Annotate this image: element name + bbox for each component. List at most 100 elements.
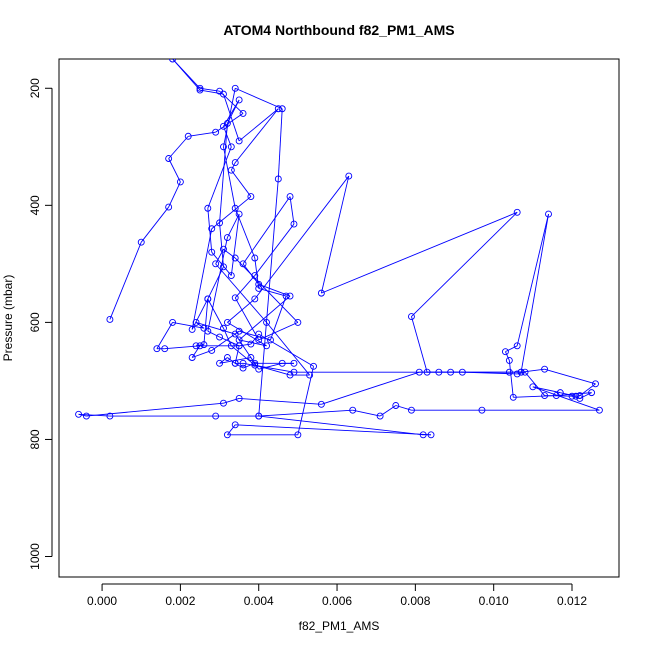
data-point <box>223 354 231 361</box>
data-point <box>227 272 235 280</box>
series-segment <box>234 297 260 341</box>
y-axis-label: Pressure (mbar) <box>1 275 15 362</box>
data-point <box>169 59 177 63</box>
series-segment <box>223 248 236 259</box>
series-segment <box>207 146 232 209</box>
data-point <box>212 412 220 420</box>
data-point <box>274 175 282 183</box>
series-segment <box>320 175 350 294</box>
series-segment <box>238 108 279 142</box>
data-point <box>595 406 603 414</box>
series-segment <box>191 350 212 358</box>
data-point <box>231 254 239 262</box>
data-point <box>188 325 196 333</box>
data-point <box>376 412 384 420</box>
series-segment <box>172 59 201 91</box>
data-point <box>521 368 529 376</box>
series-segment <box>266 322 310 376</box>
data-point <box>255 365 263 373</box>
data-point <box>415 368 423 376</box>
data-point <box>572 392 580 400</box>
series-segment <box>219 123 228 223</box>
data-point <box>235 96 243 104</box>
data-point <box>196 84 204 92</box>
data-point <box>251 359 259 367</box>
data-point <box>239 109 247 117</box>
data-point <box>188 354 196 361</box>
data-point <box>137 238 145 246</box>
data-point <box>153 345 161 353</box>
data-point <box>286 371 294 379</box>
data-point <box>220 90 227 98</box>
series-segment <box>411 212 518 317</box>
data-point <box>294 318 302 326</box>
series-segment <box>219 336 240 347</box>
data-point <box>576 395 584 402</box>
series-segment <box>242 362 255 369</box>
series-segment <box>532 386 600 411</box>
x-tick-label: 0.000 <box>87 594 117 608</box>
series-segment <box>172 321 204 329</box>
plot-area <box>75 59 603 439</box>
series-segment <box>254 223 295 276</box>
data-point <box>545 210 552 218</box>
data-point <box>208 347 216 354</box>
data-point <box>263 318 271 326</box>
series-segment <box>156 322 173 349</box>
data-point <box>274 105 282 113</box>
data-point <box>392 402 400 409</box>
series-segment <box>215 113 244 133</box>
data-point <box>568 392 576 400</box>
data-point <box>290 359 298 367</box>
series-segment <box>258 178 279 417</box>
data-point <box>251 295 259 303</box>
series-segment <box>258 288 287 297</box>
series-segment <box>207 237 228 332</box>
series-segment <box>227 424 236 436</box>
series-segment <box>230 169 252 197</box>
data-point <box>251 254 259 262</box>
data-point <box>286 193 294 200</box>
series-segment <box>505 345 518 353</box>
data-point <box>427 431 435 439</box>
data-point <box>267 336 274 344</box>
data-point <box>435 368 443 376</box>
series-segment <box>211 196 252 230</box>
series-segment <box>513 395 557 398</box>
data-point <box>235 342 243 350</box>
data-point <box>501 348 509 356</box>
data-point <box>251 272 259 280</box>
series-segment <box>411 316 428 373</box>
data-point <box>239 260 247 268</box>
data-point <box>239 364 247 372</box>
data-point <box>407 313 415 320</box>
series-segment <box>508 360 514 398</box>
data-point <box>239 359 247 367</box>
data-point <box>220 143 227 151</box>
data-point <box>212 260 220 268</box>
data-point <box>247 340 255 348</box>
data-point <box>220 399 227 407</box>
series-segment <box>195 321 236 335</box>
data-point <box>349 406 357 414</box>
series-segment <box>203 298 209 345</box>
data-point <box>231 330 239 338</box>
data-point <box>196 342 204 350</box>
series-segment <box>226 213 240 238</box>
series-segment <box>521 368 545 373</box>
data-point <box>423 368 431 376</box>
data-point <box>165 155 173 162</box>
series-segment <box>234 362 244 369</box>
data-point <box>106 412 114 420</box>
series-segment <box>239 343 251 347</box>
data-point <box>223 318 231 326</box>
series-segment <box>168 158 181 183</box>
series-segment <box>277 108 283 180</box>
data-point <box>231 84 239 92</box>
series-segment <box>219 357 228 364</box>
data-point <box>235 210 243 218</box>
data-point <box>278 105 286 113</box>
data-point <box>220 263 227 271</box>
data-point <box>588 389 596 397</box>
y-tick-label: 200 <box>28 78 42 98</box>
